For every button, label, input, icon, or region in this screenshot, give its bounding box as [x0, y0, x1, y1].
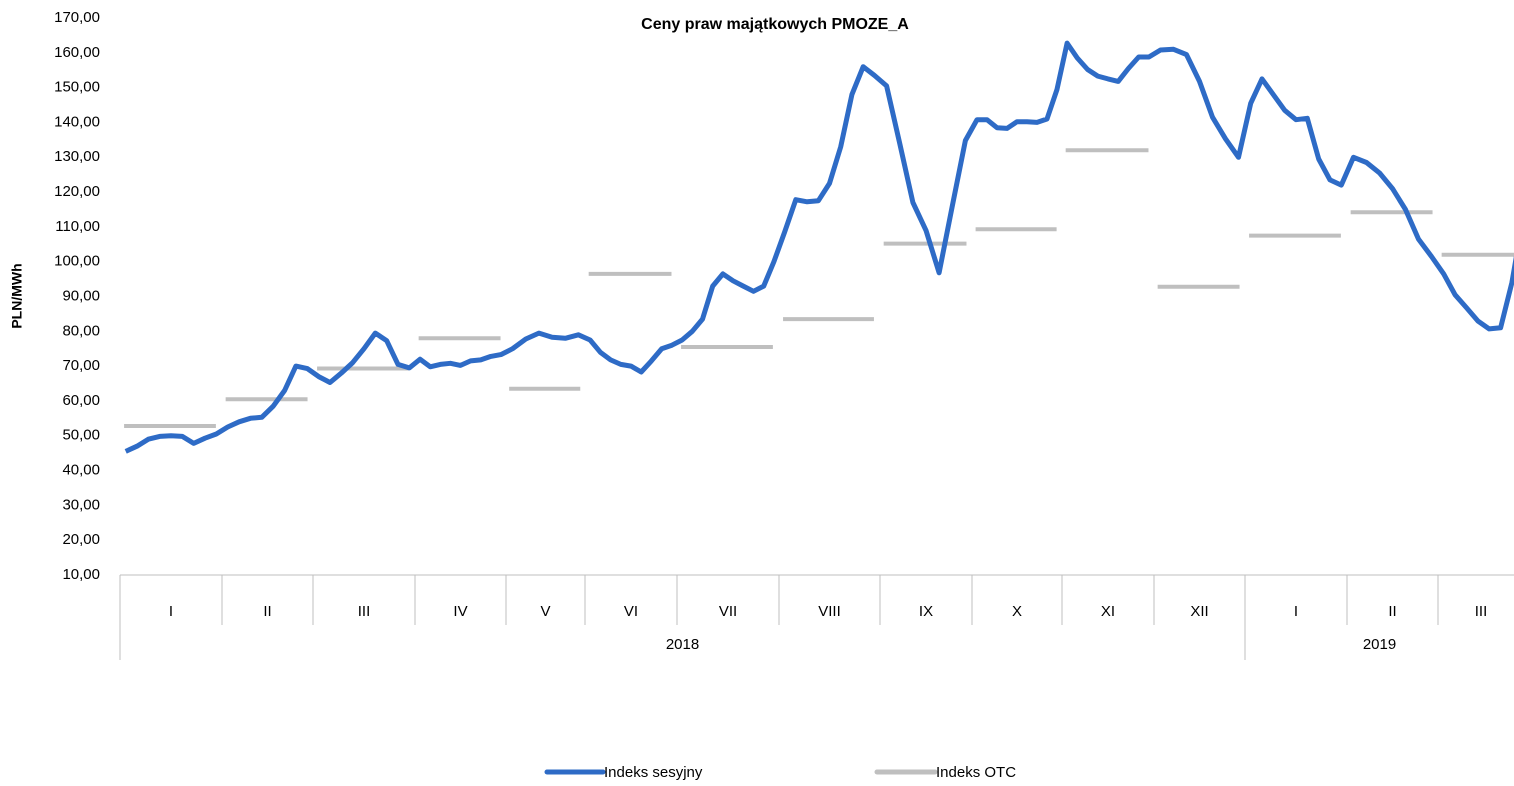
- x-tick-label: IX: [919, 603, 933, 620]
- x-tick-label: X: [1012, 603, 1022, 620]
- x-tick-label: III: [358, 603, 371, 620]
- legend-label: Indeks sesyjny: [604, 764, 703, 781]
- chart-title: Ceny praw majątkowych PMOZE_A: [641, 16, 909, 33]
- y-tick-label: 160,00: [54, 44, 100, 61]
- x-tick-label: XI: [1101, 603, 1115, 620]
- x-tick-label: II: [1388, 603, 1396, 620]
- x-tick-label: I: [169, 603, 173, 620]
- x-tick-label: XII: [1190, 603, 1208, 620]
- y-tick-label: 50,00: [62, 427, 100, 444]
- y-tick-label: 70,00: [62, 357, 100, 374]
- y-tick-label: 20,00: [62, 531, 100, 548]
- y-tick-label: 60,00: [62, 392, 100, 409]
- session-line: [124, 40, 1514, 454]
- y-axis-label: PLN/MWh: [9, 263, 25, 328]
- plot: [124, 40, 1514, 454]
- y-tick-label: 80,00: [62, 322, 100, 339]
- y-tick-label: 110,00: [55, 218, 100, 235]
- y-tick-label: 140,00: [54, 113, 100, 130]
- x-tick-label: II: [263, 603, 271, 620]
- x-tick-label: VIII: [818, 603, 841, 620]
- y-tick-label: 100,00: [54, 253, 100, 270]
- legend-label: Indeks OTC: [936, 764, 1016, 781]
- y-tick-label: 90,00: [62, 287, 100, 304]
- x-tick-label: VI: [624, 603, 638, 620]
- group-label: 2018: [666, 636, 699, 653]
- x-tick-label: III: [1475, 603, 1488, 620]
- x-tick-label: I: [1294, 603, 1298, 620]
- x-tick-label: V: [540, 603, 550, 620]
- group-label: 2019: [1363, 636, 1396, 653]
- y-tick-label: 150,00: [54, 79, 100, 96]
- y-tick-label: 40,00: [62, 462, 100, 479]
- y-tick-label: 170,00: [54, 9, 100, 26]
- y-tick-label: 120,00: [54, 183, 100, 200]
- y-tick-label: 130,00: [54, 148, 100, 165]
- x-tick-label: IV: [453, 603, 467, 620]
- x-tick-label: VII: [719, 603, 737, 620]
- y-tick-label: 10,00: [62, 566, 100, 583]
- y-tick-label: 30,00: [62, 496, 100, 513]
